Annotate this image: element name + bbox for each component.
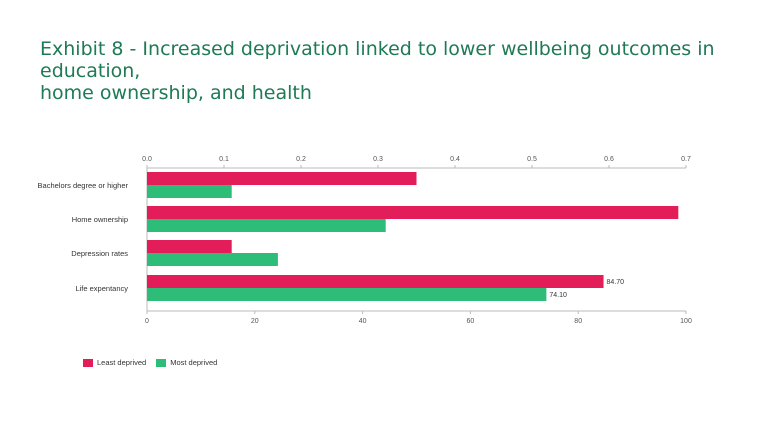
category-label: Home ownership — [72, 215, 128, 224]
bottom-axis-tick-label: 20 — [251, 318, 259, 325]
legend: Least deprived Most deprived — [83, 358, 217, 367]
top-axis-tick-label: 0.6 — [604, 156, 614, 163]
bar-least-deprived[interactable] — [147, 275, 604, 288]
data-label: 84.70 — [607, 279, 625, 286]
legend-item-most-deprived[interactable]: Most deprived — [156, 358, 217, 367]
top-axis-tick-label: 0.1 — [219, 156, 229, 163]
bar-most-deprived[interactable] — [147, 288, 547, 301]
legend-item-least-deprived[interactable]: Least deprived — [83, 358, 146, 367]
bar-most-deprived[interactable] — [147, 253, 278, 266]
chart-title-line-2: home ownership, and health — [40, 82, 312, 104]
bottom-axis-tick-label: 60 — [467, 318, 475, 325]
legend-swatch-most-deprived — [156, 358, 167, 367]
legend-label-most-deprived: Most deprived — [170, 358, 218, 367]
data-label: 74.10 — [549, 292, 567, 299]
legend-swatch-least-deprived — [83, 358, 93, 367]
category-label: Bachelors degree or higher — [38, 181, 129, 190]
top-axis-tick-label: 0.4 — [450, 156, 460, 163]
top-axis-tick-label: 0.7 — [681, 156, 691, 163]
bar-least-deprived[interactable] — [147, 172, 417, 185]
bar-most-deprived[interactable] — [147, 219, 386, 232]
top-axis-tick-label: 0.3 — [373, 156, 383, 163]
chart-title: Exhibit 8 - Increased deprivation linked… — [40, 38, 760, 104]
top-axis-tick-label: 0.0 — [142, 156, 152, 163]
top-axis-tick-label: 0.5 — [527, 156, 537, 163]
bar-most-deprived[interactable] — [147, 185, 232, 198]
legend-label-least-deprived: Least deprived — [97, 358, 147, 367]
category-label: Depression rates — [71, 249, 128, 258]
bottom-axis-tick-label: 100 — [680, 318, 692, 325]
category-label: Life expentancy — [75, 284, 128, 293]
bottom-axis-tick-label: 0 — [145, 318, 149, 325]
bar-least-deprived[interactable] — [147, 240, 232, 253]
top-axis-tick-label: 0.2 — [296, 156, 306, 163]
bar-least-deprived[interactable] — [147, 206, 679, 219]
bottom-axis-tick-label: 80 — [574, 318, 582, 325]
chart-title-line-1: Exhibit 8 - Increased deprivation linked… — [40, 38, 715, 82]
bottom-axis-tick-label: 40 — [359, 318, 367, 325]
